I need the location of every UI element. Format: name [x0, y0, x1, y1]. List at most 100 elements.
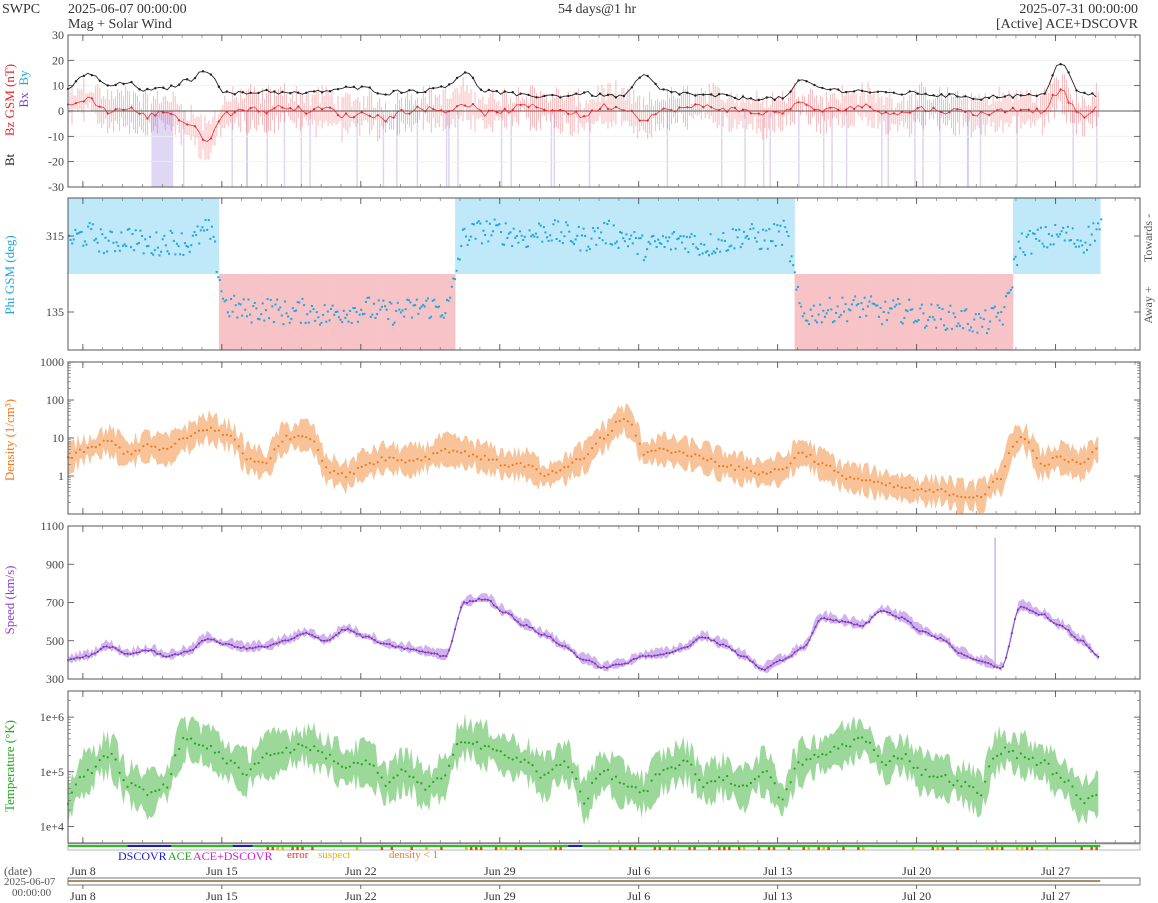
quality-flag — [494, 847, 498, 850]
phi-point — [309, 310, 312, 313]
density-point — [1031, 449, 1034, 452]
phi-point — [426, 297, 429, 300]
phi-point — [1051, 234, 1054, 237]
density-point — [722, 464, 725, 468]
bx-band — [845, 111, 848, 187]
towards-sector — [556, 198, 559, 274]
towards-sector — [766, 198, 770, 274]
towards-sector — [566, 198, 569, 274]
temperature-point — [269, 753, 272, 757]
temperature-point — [590, 781, 594, 784]
mag-ylabel-bz: Bz GSM (nT) — [2, 64, 17, 136]
density-point — [114, 443, 117, 446]
density-point — [777, 468, 780, 471]
density-point — [773, 468, 776, 471]
away-sector — [913, 274, 916, 350]
bz-point — [725, 110, 729, 113]
towards-sector — [738, 198, 742, 274]
phi-point — [993, 305, 996, 308]
density-point — [142, 445, 145, 448]
temperature-point — [424, 788, 427, 791]
phi-point — [874, 304, 877, 307]
bz-point — [543, 108, 546, 111]
phi-point — [96, 241, 99, 244]
bx-band — [553, 111, 556, 187]
temperature-point — [364, 759, 367, 762]
phi-point — [903, 316, 906, 319]
away-sector — [238, 274, 242, 350]
bt-point — [1075, 89, 1078, 92]
density-point — [702, 457, 705, 460]
away-sector — [453, 274, 456, 350]
temperature-point — [571, 771, 574, 774]
bt-point — [614, 96, 618, 99]
phi-point — [857, 302, 860, 305]
phi-point — [1046, 246, 1049, 249]
temperature-point — [471, 742, 475, 745]
density-point — [1023, 438, 1026, 441]
phi-point — [453, 278, 456, 281]
phi-point — [507, 232, 510, 235]
phi-point — [712, 250, 715, 253]
temperature-point — [733, 784, 737, 787]
phi-point — [755, 240, 758, 243]
phi-point — [115, 241, 118, 244]
temperature-point — [515, 756, 518, 759]
temperature-point — [575, 777, 578, 780]
temperature-point — [964, 780, 967, 784]
bt-point — [924, 92, 927, 95]
density-point — [725, 465, 729, 468]
temperature-point — [1011, 749, 1015, 753]
phi-point — [174, 253, 177, 256]
towards-sector — [536, 198, 539, 274]
away-sector — [421, 274, 424, 350]
density-point — [698, 454, 701, 457]
towards-sector — [105, 198, 109, 274]
away-sector — [965, 274, 968, 350]
phi-point — [650, 235, 653, 238]
temperature-point — [332, 760, 336, 763]
away-sector — [411, 274, 414, 350]
temperature-point — [186, 738, 189, 741]
bz-point — [170, 112, 173, 116]
towards-sector — [586, 198, 589, 274]
density-point — [1047, 463, 1050, 466]
phi-point — [827, 309, 830, 312]
away-sector — [991, 274, 994, 350]
bz-point — [471, 102, 475, 106]
phi-point — [688, 236, 691, 239]
towards-sector — [635, 198, 639, 274]
phi-point — [438, 305, 441, 308]
density-point — [829, 464, 832, 467]
phi-point — [236, 316, 239, 319]
towards-sector — [494, 198, 498, 274]
phi-point — [763, 239, 766, 242]
towards-sector — [605, 198, 609, 274]
phi-point — [698, 253, 701, 256]
x-tick-label: Jun 29 — [484, 864, 516, 878]
towards-sector — [470, 198, 474, 274]
dscovr-source-bar — [232, 845, 253, 847]
phi-point — [79, 231, 82, 234]
quality-flag — [742, 847, 746, 850]
bz-point — [638, 119, 641, 122]
phi-point — [152, 253, 155, 256]
quality-flag — [936, 847, 940, 850]
phi-point — [153, 249, 156, 252]
phi-point — [917, 319, 920, 322]
density-point — [269, 457, 272, 460]
temperature-point — [82, 775, 85, 778]
towards-sector — [522, 198, 525, 274]
temperature-point — [178, 747, 181, 751]
towards-sector — [1038, 198, 1042, 274]
towards-sector — [214, 198, 218, 274]
temperature-point — [328, 753, 332, 756]
towards-sector — [590, 198, 593, 274]
bx-band — [769, 111, 771, 187]
phi-point — [839, 313, 842, 316]
phi-point — [298, 301, 301, 304]
temperature-point — [678, 763, 681, 767]
phi-point — [542, 226, 545, 229]
phi-point — [715, 247, 718, 250]
phi-point — [1008, 291, 1011, 294]
